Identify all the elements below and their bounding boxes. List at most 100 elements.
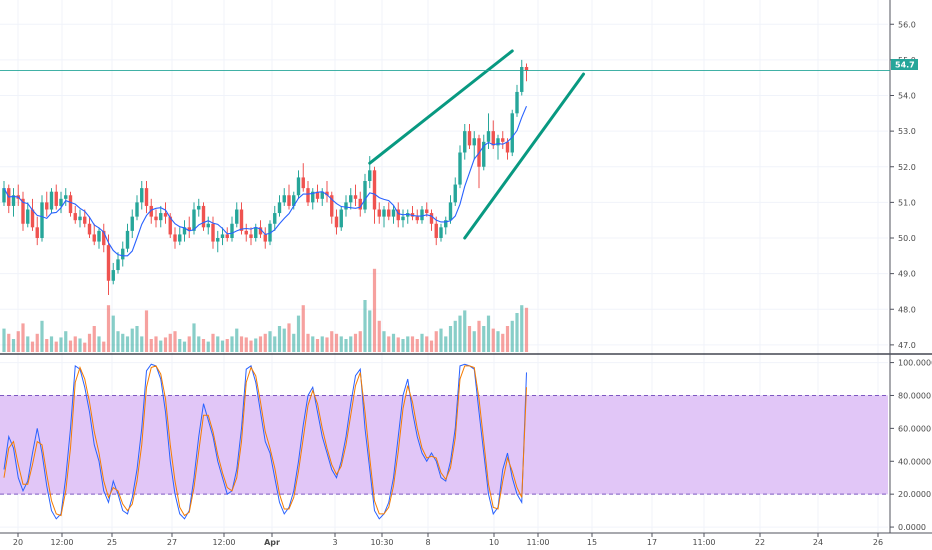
volume-bar	[429, 340, 434, 352]
volume-bar	[201, 339, 206, 352]
candle-body	[121, 248, 125, 260]
stoch-tick-label: 20.0000	[898, 490, 931, 499]
time-tick-label: Apr	[264, 538, 280, 547]
candle-body	[524, 67, 529, 71]
candle-body	[277, 202, 282, 214]
volume-bar	[420, 333, 424, 352]
candle-body	[401, 216, 405, 221]
volume-bar	[116, 331, 120, 352]
volume-bar	[463, 310, 467, 352]
volume-bar	[372, 268, 377, 352]
candle-body	[21, 198, 25, 224]
candle-body	[49, 191, 54, 210]
volume-bar	[406, 336, 410, 352]
time-axis[interactable]: 20 12:00 25 27 12:00 Apr 3 10:30 8 10 11:00 15 17 11:…	[13, 533, 883, 547]
candle-body	[301, 177, 305, 189]
candle-body	[510, 113, 514, 153]
candle-body	[482, 141, 486, 167]
candle-body	[211, 223, 215, 242]
candle-body	[377, 209, 381, 217]
candle-body	[235, 209, 239, 224]
volume-bar	[220, 340, 225, 352]
volume-bar	[330, 331, 334, 352]
candle-body	[444, 220, 448, 228]
volume-bar	[377, 320, 381, 352]
channel-trendlines[interactable]	[368, 49, 585, 240]
price-tick-label: 50.0	[898, 234, 916, 243]
volume-bar	[505, 326, 510, 352]
time-tick-label: 11:00	[692, 538, 715, 547]
candle-body	[320, 191, 324, 199]
candle-body	[154, 216, 158, 221]
stochastic-scale[interactable]: 100.0000 80.0000 60.0000 40.0000 20.0000 0.00…	[890, 359, 932, 532]
candle-body	[496, 138, 500, 146]
candle-body	[239, 209, 244, 231]
volume-bar	[353, 333, 358, 352]
volume-bar	[434, 331, 438, 352]
candle-body	[458, 152, 462, 185]
time-tick-label: 20	[13, 538, 23, 547]
volume-bar	[368, 310, 372, 352]
candle-body	[197, 205, 201, 210]
volume-bar	[235, 328, 239, 352]
candle-body	[515, 91, 519, 114]
volume-bar	[144, 310, 149, 352]
volume-bar	[225, 339, 229, 352]
candle-body	[358, 198, 362, 210]
price-tick-label: 47.0	[898, 341, 916, 350]
price-tick-label: 52.0	[898, 163, 916, 172]
candle-body	[372, 170, 377, 210]
time-tick-label: 11:00	[526, 538, 549, 547]
volume-bar	[425, 336, 429, 352]
volume-bar	[273, 336, 277, 352]
candle-body	[83, 216, 87, 224]
candle-body	[144, 188, 149, 206]
volume-bar	[78, 338, 82, 352]
candle-body	[434, 223, 438, 238]
candle-body	[168, 216, 172, 235]
candle-body	[40, 202, 44, 238]
volume-bar	[192, 323, 196, 352]
candle-body	[396, 209, 400, 221]
candle-body	[311, 191, 315, 203]
last-price-label: 54.7	[895, 61, 915, 70]
candle-body	[325, 191, 329, 196]
volume-bar	[159, 340, 163, 352]
candle-body	[273, 213, 277, 224]
candle-body	[73, 213, 77, 221]
volume-bar	[472, 331, 476, 352]
volume-bar	[97, 336, 101, 352]
candle-body	[87, 223, 92, 235]
volume-bar	[334, 333, 339, 352]
price-tick-label: 53.0	[898, 127, 916, 136]
volume-bar	[182, 341, 187, 352]
volume-bar	[125, 336, 130, 352]
volume-bar	[16, 331, 20, 352]
volume-bar	[320, 336, 324, 352]
candle-body	[330, 195, 334, 217]
volume-bar	[173, 331, 177, 352]
volume-bar	[73, 336, 77, 352]
candle-body	[296, 177, 301, 196]
time-tick-label: 26	[873, 538, 883, 547]
volume-bar	[92, 326, 96, 352]
stochastic-lines	[3, 363, 527, 520]
stoch-tick-label: 40.0000	[898, 457, 931, 466]
candle-body	[520, 67, 524, 92]
volume-bar	[382, 331, 386, 352]
volume-bar	[358, 331, 362, 352]
volume-bar	[216, 336, 220, 352]
volume-bar	[149, 339, 153, 352]
volume-bar	[244, 337, 248, 352]
volume-bar	[87, 333, 92, 352]
candle-body	[425, 209, 429, 214]
candle-body	[339, 209, 343, 228]
volume-bar	[477, 320, 481, 352]
volume-bar	[106, 305, 111, 352]
volume-bar	[339, 336, 343, 352]
candle-body	[292, 195, 296, 206]
volume-bar	[2, 328, 6, 352]
time-tick-label: 12:00	[212, 538, 235, 547]
volume-bar	[448, 326, 453, 352]
